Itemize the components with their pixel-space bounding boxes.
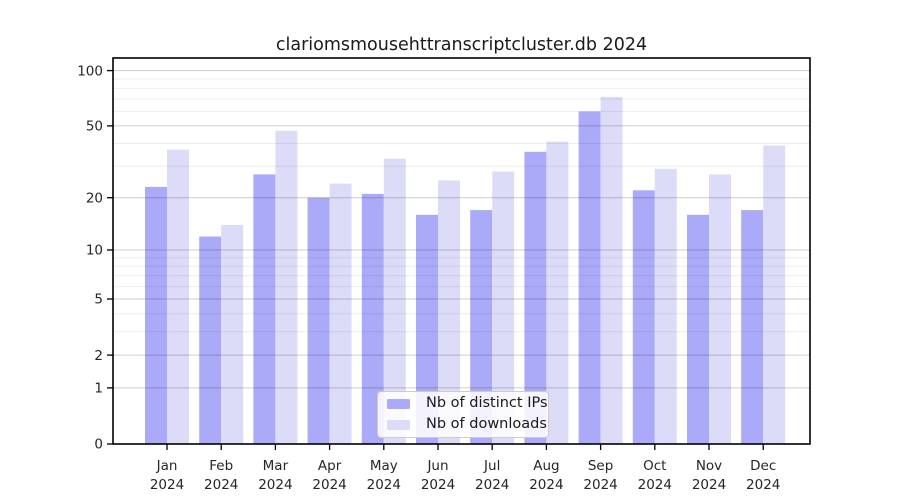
bar-distinct-ips-Jun xyxy=(416,214,438,444)
y-tick-label: 100 xyxy=(77,63,103,79)
gridlines xyxy=(113,70,810,389)
x-tick-label: Nov 2024 xyxy=(692,458,726,493)
bar-downloads-Feb xyxy=(221,224,244,444)
plot-frame xyxy=(112,57,811,445)
bar-downloads-Sep xyxy=(600,96,623,445)
y-tick-label: 1 xyxy=(94,381,103,397)
x-tick-label: Mar 2024 xyxy=(258,458,292,493)
legend-label-downloads: Nb of downloads xyxy=(426,416,547,432)
x-tick-label: Apr 2024 xyxy=(312,458,346,493)
x-tick-label: Jan 2024 xyxy=(150,458,184,493)
y-tick-label: 10 xyxy=(86,243,103,259)
y-tick-label: 20 xyxy=(86,190,103,206)
y-tick-label: 50 xyxy=(86,119,103,135)
bar-distinct-ips-May xyxy=(361,193,384,444)
x-tick-label: Jun 2024 xyxy=(421,458,455,493)
legend-item-distinct-ips: Nb of distinct IPs xyxy=(387,395,548,412)
y-tick-label: 5 xyxy=(94,292,103,308)
bar-distinct-ips-Dec xyxy=(741,210,764,444)
x-tick-label: Jul 2024 xyxy=(475,458,509,493)
bar-downloads-Jul xyxy=(492,171,515,444)
bar-downloads-Oct xyxy=(654,168,677,445)
x-tick-label: Dec 2024 xyxy=(746,458,780,493)
bars xyxy=(145,96,786,445)
y-tick-label: 0 xyxy=(94,437,103,453)
y-axis: 0 1 2 5 10 20 50 100 xyxy=(77,63,113,453)
x-tick-label: Oct 2024 xyxy=(638,458,672,493)
bar-downloads-Jan xyxy=(167,149,189,444)
legend-item-downloads: Nb of downloads xyxy=(387,416,547,433)
x-tick-label: Sep 2024 xyxy=(583,458,617,493)
bar-distinct-ips-Jul xyxy=(470,210,493,444)
legend-swatch-downloads xyxy=(387,419,410,430)
legend-swatch-distinct-ips xyxy=(387,399,410,410)
bar-downloads-Apr xyxy=(329,183,352,444)
bar-downloads-Dec xyxy=(763,145,786,444)
chart-title: clariomsmousehttranscriptcluster.db 2024 xyxy=(275,35,648,55)
bar-downloads-Jun xyxy=(438,180,460,444)
bar-distinct-ips-Feb xyxy=(199,236,222,444)
x-tick-label: Feb 2024 xyxy=(204,458,238,493)
bar-distinct-ips-Mar xyxy=(253,174,276,444)
legend-label-distinct-ips: Nb of distinct IPs xyxy=(426,395,548,412)
bar-distinct-ips-Nov xyxy=(687,214,709,444)
bar-distinct-ips-Aug xyxy=(524,151,547,445)
bar-distinct-ips-Oct xyxy=(632,190,655,444)
legend: Nb of distinct IPs Nb of downloads xyxy=(377,391,549,438)
x-tick-label: May 2024 xyxy=(367,458,401,493)
bar-distinct-ips-Jan xyxy=(145,186,167,444)
x-tick-label: Aug 2024 xyxy=(529,458,563,493)
bar-downloads-Nov xyxy=(709,174,731,444)
bar-distinct-ips-Sep xyxy=(578,111,601,445)
y-tick-label: 2 xyxy=(94,348,103,364)
bar-downloads-Mar xyxy=(275,130,298,445)
bar-distinct-ips-Apr xyxy=(307,197,330,444)
bar-downloads-Aug xyxy=(546,141,569,444)
bar-downloads-May xyxy=(383,158,406,444)
x-axis: Jan 2024 Feb 2024 Mar 2024 Apr 2024 May 2024 Jun 20… xyxy=(150,444,780,493)
